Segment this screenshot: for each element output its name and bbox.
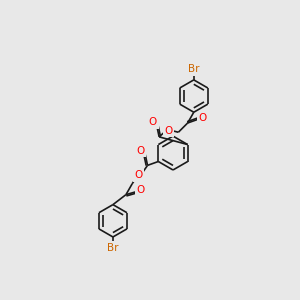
- Text: O: O: [164, 126, 172, 136]
- Text: Br: Br: [107, 243, 119, 253]
- Text: O: O: [136, 185, 145, 195]
- Text: O: O: [198, 113, 206, 123]
- Text: Br: Br: [188, 64, 200, 74]
- Text: O: O: [136, 146, 145, 156]
- Text: O: O: [134, 170, 142, 180]
- Text: O: O: [149, 117, 157, 127]
